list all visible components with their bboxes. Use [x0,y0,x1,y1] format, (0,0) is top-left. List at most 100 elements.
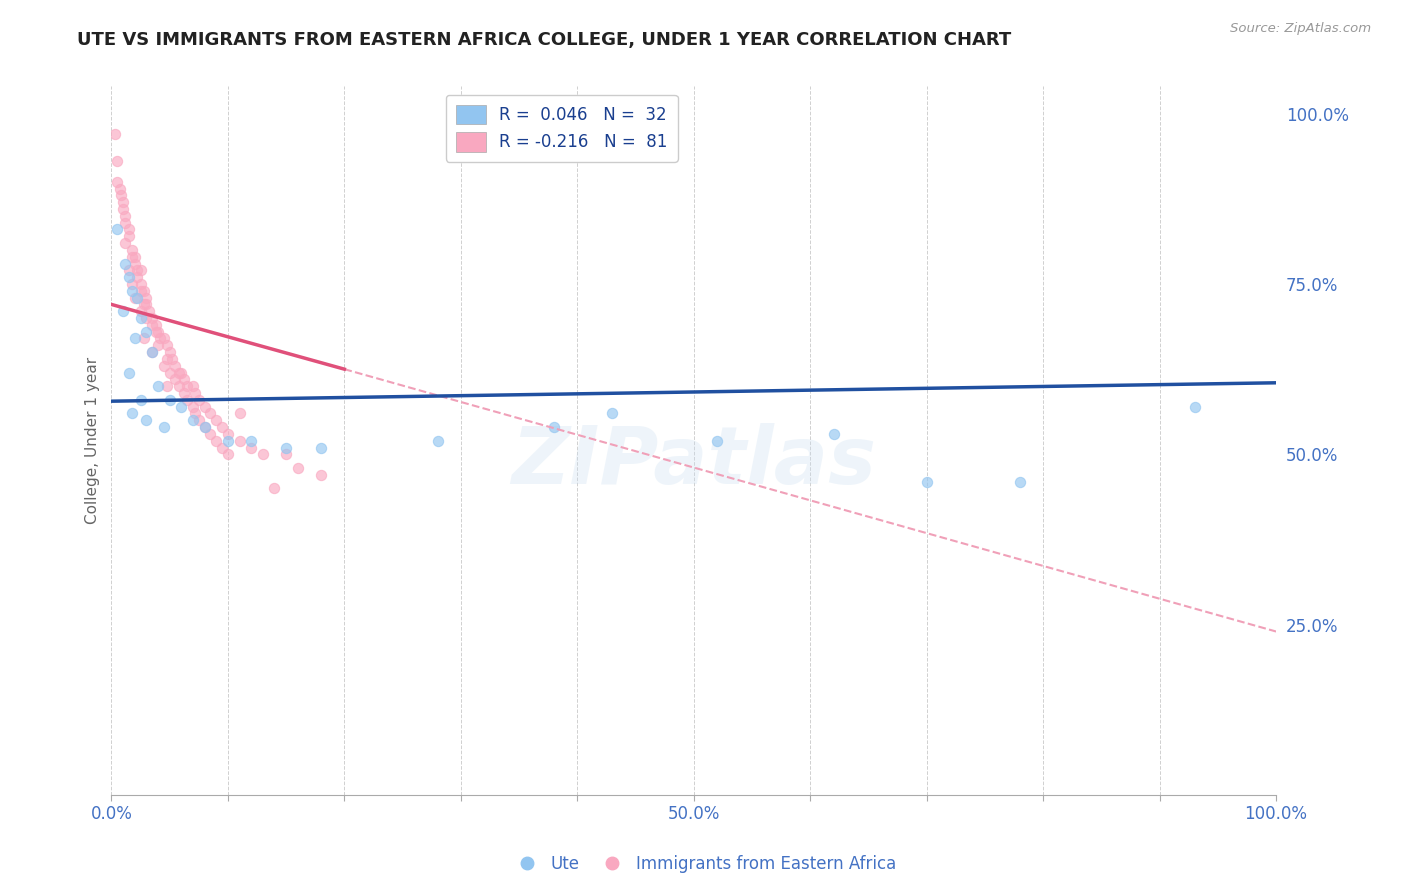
Point [146,379,169,393]
Point [121,250,143,264]
Point [176,392,198,407]
Point [125,270,148,285]
Point [104,127,127,141]
Point [141,318,163,332]
Point [184,386,207,401]
Point [1008,475,1031,489]
Point [114,216,136,230]
Legend: R =  0.046   N =  32, R = -0.216   N =  81: R = 0.046 N = 32, R = -0.216 N = 81 [446,95,678,161]
Point [228,434,250,448]
Point [129,392,152,407]
Point [141,311,163,326]
Point [156,351,179,366]
Point [118,366,141,380]
Point [146,325,169,339]
Point [167,366,190,380]
Point [132,297,155,311]
Point [105,175,128,189]
Point [135,291,157,305]
Point [167,379,190,393]
Point [114,256,136,270]
Point [309,467,332,482]
Point [309,441,332,455]
Point [118,229,141,244]
Point [125,263,148,277]
Point [160,351,183,366]
Point [200,407,222,421]
Y-axis label: College, Under 1 year: College, Under 1 year [86,357,100,524]
Point [153,420,176,434]
Point [129,263,152,277]
Point [132,331,155,345]
Point [135,311,157,326]
Point [129,284,152,298]
Point [124,291,146,305]
Point [217,434,239,448]
Point [145,318,167,332]
Point [173,386,195,401]
Point [121,243,143,257]
Point [124,250,146,264]
Point [146,338,169,352]
Point [159,392,181,407]
Point [181,400,204,414]
Point [211,441,233,455]
Point [184,407,207,421]
Point [823,426,845,441]
Point [181,413,204,427]
Legend: Ute, Immigrants from Eastern Africa: Ute, Immigrants from Eastern Africa [503,848,903,880]
Point [132,284,155,298]
Point [153,331,176,345]
Point [105,222,128,236]
Text: ZIPatlas: ZIPatlas [512,423,876,501]
Point [181,379,204,393]
Point [426,434,449,448]
Point [112,304,135,318]
Point [170,400,193,414]
Point [118,222,141,236]
Point [176,379,198,393]
Point [121,284,143,298]
Point [187,413,209,427]
Point [135,297,157,311]
Point [105,154,128,169]
Point [145,325,167,339]
Point [600,407,623,421]
Point [173,372,195,386]
Point [217,426,239,441]
Point [129,311,152,326]
Point [205,413,228,427]
Point [274,441,297,455]
Point [159,345,181,359]
Point [252,447,274,461]
Point [200,426,222,441]
Point [121,277,143,291]
Point [217,447,239,461]
Point [125,291,148,305]
Point [121,407,143,421]
Point [194,400,217,414]
Point [129,304,152,318]
Point [706,434,728,448]
Point [156,379,179,393]
Point [149,331,172,345]
Point [170,366,193,380]
Point [135,325,157,339]
Point [194,420,217,434]
Point [108,181,131,195]
Point [124,331,146,345]
Point [287,461,309,475]
Point [274,447,297,461]
Point [263,482,285,496]
Point [240,441,263,455]
Point [153,359,176,373]
Point [135,413,157,427]
Point [240,434,263,448]
Point [124,256,146,270]
Point [543,420,565,434]
Point [118,270,141,285]
Point [165,372,187,386]
Point [228,407,250,421]
Point [129,277,152,291]
Point [1184,400,1206,414]
